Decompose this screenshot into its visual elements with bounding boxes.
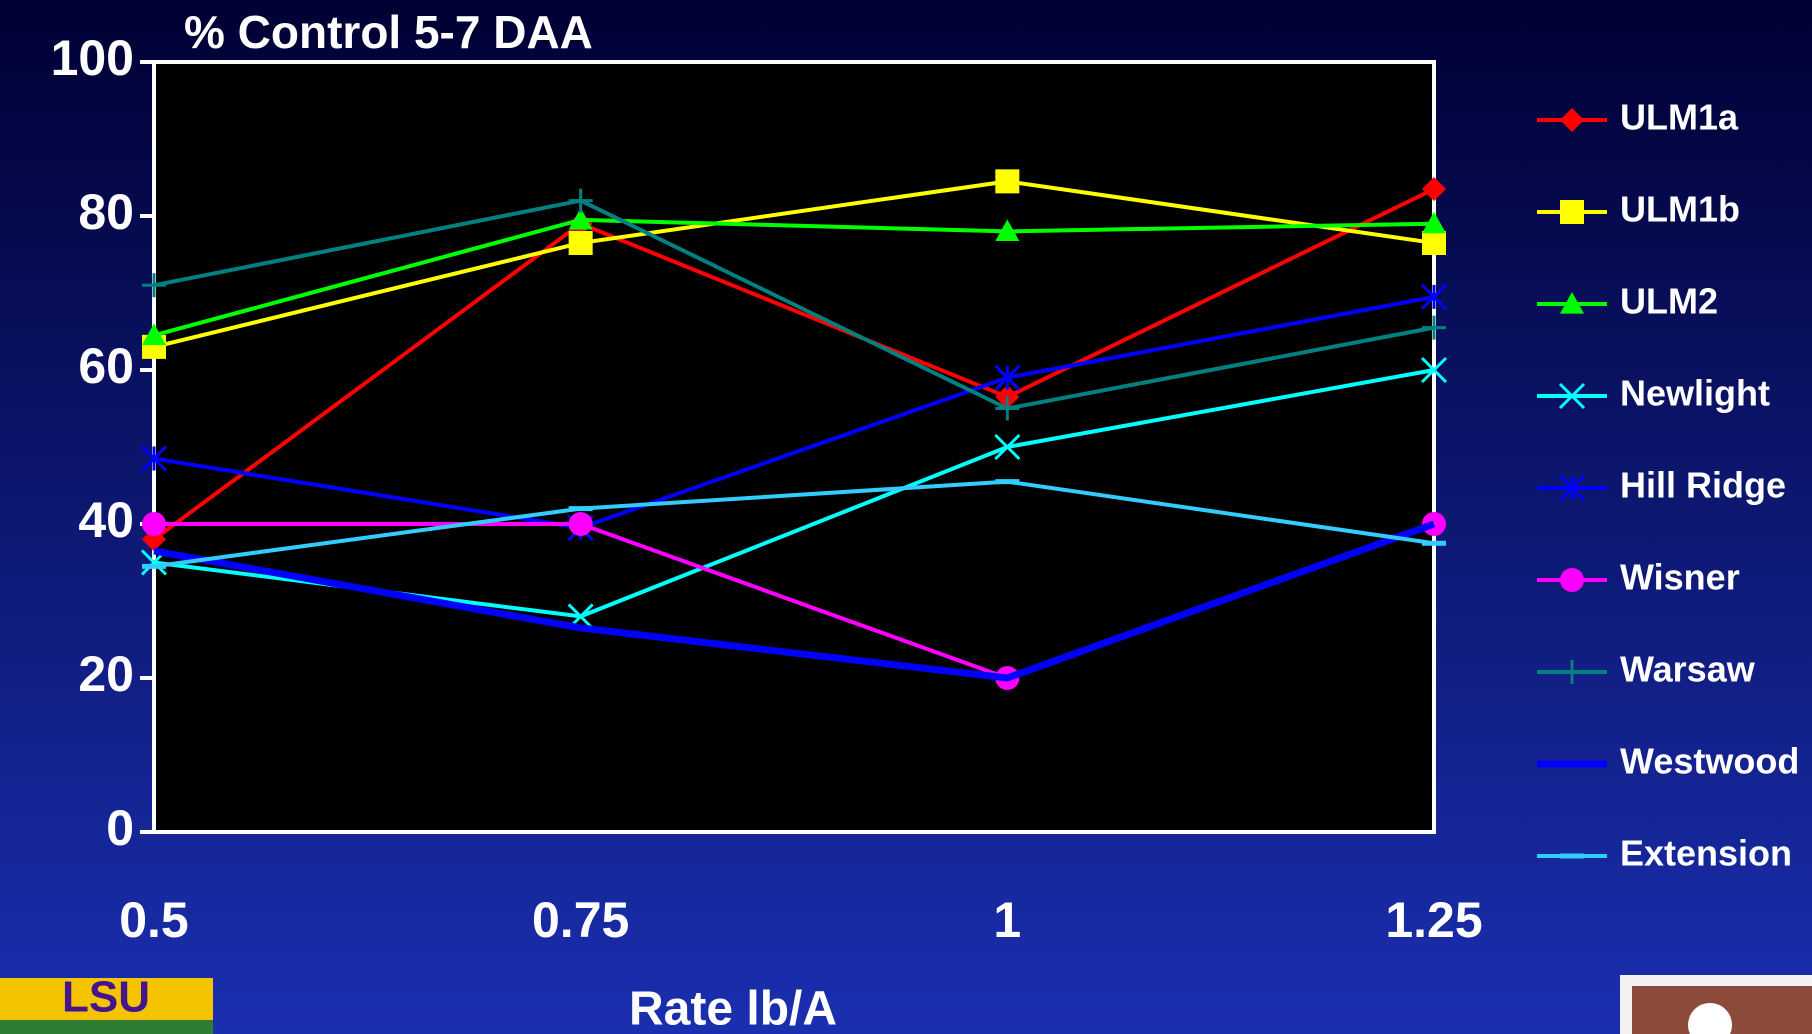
- y-tick-label: 20: [78, 646, 134, 702]
- data-point: [142, 512, 166, 536]
- legend-label: Wisner: [1620, 557, 1740, 598]
- data-point: [1420, 356, 1448, 384]
- legend-label: ULM2: [1620, 281, 1718, 322]
- series-line: [153, 520, 1436, 682]
- legend-marker: [1560, 200, 1584, 224]
- data-point: [1420, 283, 1448, 310]
- data-point: [994, 364, 1021, 391]
- legend-label: Newlight: [1620, 373, 1770, 414]
- x-tick-label: 0.75: [532, 892, 629, 948]
- data-point: [151, 548, 157, 554]
- data-point: [568, 207, 593, 230]
- series-line: [153, 179, 1435, 349]
- logo-left-band: [0, 1020, 213, 1034]
- data-point: [1431, 521, 1437, 527]
- data-point: [1422, 177, 1446, 202]
- y-tick-label: 100: [51, 30, 134, 86]
- legend-label: Extension: [1620, 833, 1792, 874]
- series-line: [153, 198, 1435, 411]
- legend-label: Westwood: [1620, 741, 1799, 782]
- data-point: [994, 433, 1021, 461]
- legend-marker: [1560, 568, 1584, 592]
- data-point: [142, 273, 166, 298]
- series-line: [153, 479, 1435, 569]
- x-tick-label: 1: [993, 892, 1021, 948]
- legend-label: Hill Ridge: [1620, 465, 1786, 506]
- legend-marker: [1558, 474, 1586, 502]
- legend-marker: [1560, 292, 1584, 314]
- logo-right-cotton: [1688, 1003, 1732, 1034]
- legend-marker: [1558, 382, 1586, 410]
- legend-marker: [1560, 660, 1584, 684]
- data-point: [568, 188, 593, 213]
- y-tick-label: 80: [78, 184, 134, 240]
- data-point: [1422, 230, 1446, 255]
- legend-marker: [1560, 108, 1584, 132]
- legend-label: ULM1b: [1620, 189, 1740, 230]
- x-axis-label: Rate lb/A: [629, 983, 837, 1034]
- data-point: [568, 512, 593, 536]
- data-point: [995, 396, 1020, 421]
- data-point: [140, 445, 168, 472]
- data-point: [995, 169, 1020, 194]
- series-line: [153, 217, 1435, 338]
- y-tick-label: 0: [106, 800, 134, 856]
- data-point: [142, 323, 166, 345]
- legend-label: Warsaw: [1620, 649, 1756, 690]
- data-point: [568, 230, 593, 255]
- logo-left-text: LSU: [62, 973, 150, 1022]
- y-tick-label: 40: [78, 492, 134, 548]
- chart-title: % Control 5-7 DAA: [184, 6, 593, 58]
- series-line: [152, 187, 1435, 542]
- y-tick-label: 60: [78, 338, 134, 394]
- data-point: [1004, 675, 1010, 681]
- data-point: [1422, 315, 1446, 340]
- x-tick-label: 1.25: [1385, 892, 1482, 948]
- data-point: [995, 219, 1020, 241]
- data-point: [1422, 211, 1446, 234]
- plot-area: [152, 60, 1436, 834]
- data-point: [578, 625, 584, 631]
- legend-label: ULM1a: [1620, 97, 1739, 138]
- x-tick-label: 0.5: [119, 892, 189, 948]
- series-line: [153, 294, 1435, 530]
